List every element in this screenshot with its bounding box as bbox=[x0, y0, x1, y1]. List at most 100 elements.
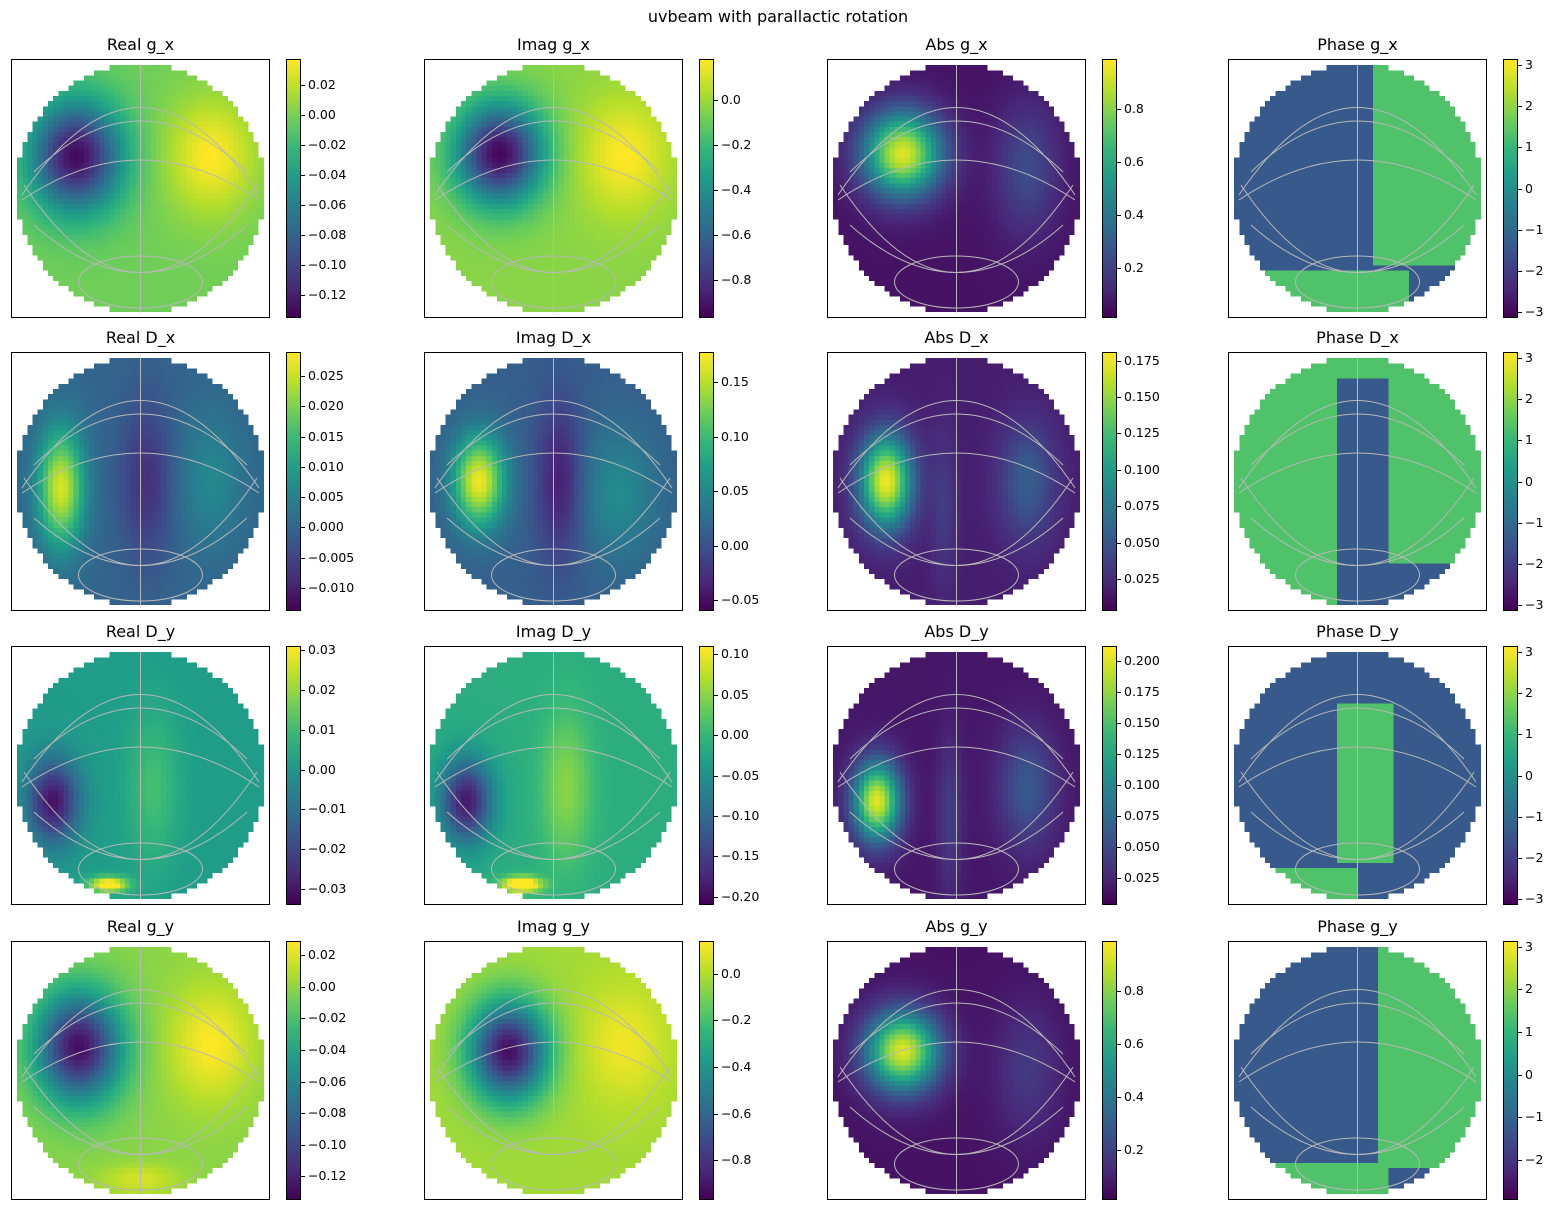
colorbar-tick-label: −2 bbox=[1525, 262, 1544, 278]
colorbar-tick-label: −0.05 bbox=[721, 767, 760, 783]
colorbar-phase-g-y bbox=[1503, 941, 1518, 1200]
panel-title-abs-g-x: Abs g_x bbox=[925, 35, 988, 54]
colorbar-tick-mark bbox=[714, 144, 718, 146]
panel-title-phase-g-y: Phase g_y bbox=[1317, 917, 1398, 936]
colorbar-tick-mark bbox=[1518, 481, 1522, 483]
colorbar-tick-mark bbox=[301, 889, 305, 891]
colorbar-tick-label: −0.03 bbox=[308, 881, 347, 897]
colorbar-tick-label: 0.010 bbox=[308, 458, 344, 474]
heatmap-abs-d-x bbox=[827, 352, 1086, 611]
colorbar-phase-g-x bbox=[1503, 59, 1518, 318]
colorbar-tick-label: 0.025 bbox=[1124, 869, 1160, 885]
colorbar-tick-mark bbox=[714, 896, 718, 898]
panel-title-imag-d-x: Imag D_x bbox=[515, 328, 592, 347]
colorbar-tick-mark bbox=[301, 497, 305, 499]
colorbar-tick-label: 0.025 bbox=[1124, 570, 1160, 586]
colorbar-tick-label: −0.02 bbox=[308, 136, 347, 152]
colorbar-tick-label: 0.100 bbox=[1124, 461, 1160, 477]
colorbar-tick-mark bbox=[714, 234, 718, 236]
panel-title-phase-g-x: Phase g_x bbox=[1317, 35, 1398, 54]
colorbar-tick-label: 0.05 bbox=[721, 686, 749, 702]
colorbar-real-d-y bbox=[286, 646, 301, 905]
heatmap-phase-g-x bbox=[1228, 59, 1487, 318]
panel-title-imag-g-y: Imag g_y bbox=[517, 917, 590, 936]
colorbar-tick-mark bbox=[301, 689, 305, 691]
colorbar-tick-mark bbox=[714, 1113, 718, 1115]
colorbar-tick-mark bbox=[714, 694, 718, 696]
heatmap-real-g-y bbox=[11, 941, 270, 1200]
colorbar-tick-mark bbox=[1518, 64, 1522, 66]
colorbar-tick-mark bbox=[1117, 162, 1121, 164]
heatmap-phase-g-y bbox=[1228, 941, 1487, 1200]
colorbar-tick-mark bbox=[1518, 147, 1522, 149]
colorbar-tick-mark bbox=[1117, 1149, 1121, 1151]
colorbar-abs-g-y bbox=[1102, 941, 1117, 1200]
colorbar-tick-mark bbox=[1117, 267, 1121, 269]
colorbar-tick-mark bbox=[1518, 1117, 1522, 1119]
colorbar-tick-label: 0.125 bbox=[1124, 425, 1160, 441]
colorbar-tick-label: 0.10 bbox=[721, 428, 749, 444]
panel-title-abs-d-y: Abs D_y bbox=[924, 622, 989, 641]
colorbar-tick-mark bbox=[301, 466, 305, 468]
colorbar-tick-label: −0.005 bbox=[308, 549, 355, 565]
colorbar-tick-label: 0.175 bbox=[1124, 352, 1160, 368]
colorbar-tick-mark bbox=[714, 600, 718, 602]
colorbar-tick-mark bbox=[301, 406, 305, 408]
colorbar-tick-mark bbox=[301, 205, 305, 207]
colorbar-tick-label: −0.10 bbox=[308, 1136, 347, 1152]
colorbar-tick-mark bbox=[301, 1176, 305, 1178]
colorbar-tick-mark bbox=[1518, 651, 1522, 653]
colorbar-tick-label: −0.02 bbox=[308, 1010, 347, 1026]
panel-title-real-g-x: Real g_x bbox=[106, 35, 175, 54]
colorbar-tick-label: 0.100 bbox=[1124, 776, 1160, 792]
colorbar-tick-mark bbox=[1518, 563, 1522, 565]
colorbar-tick-mark bbox=[1518, 357, 1522, 359]
colorbar-tick-label: 1 bbox=[1525, 139, 1533, 155]
colorbar-tick-mark bbox=[714, 654, 718, 656]
panel-title-phase-d-y: Phase D_y bbox=[1316, 622, 1399, 641]
panel-title-imag-g-x: Imag g_x bbox=[517, 35, 590, 54]
colorbar-tick-mark bbox=[301, 955, 305, 957]
colorbar-tick-label: 0.050 bbox=[1124, 534, 1160, 550]
colorbar-tick-mark bbox=[1518, 229, 1522, 231]
colorbar-tick-mark bbox=[714, 99, 718, 101]
colorbar-tick-label: 3 bbox=[1525, 56, 1533, 72]
colorbar-tick-mark bbox=[1518, 106, 1522, 108]
panel-title-real-d-y: Real D_y bbox=[105, 622, 176, 641]
colorbar-tick-mark bbox=[714, 856, 718, 858]
colorbar-tick-label: −0.02 bbox=[308, 841, 347, 857]
colorbar-real-d-x bbox=[286, 352, 301, 611]
colorbar-tick-label: −3 bbox=[1525, 891, 1544, 907]
colorbar-tick-label: 0.020 bbox=[308, 398, 344, 414]
colorbar-tick-mark bbox=[301, 649, 305, 651]
colorbar-imag-d-y bbox=[699, 646, 714, 905]
colorbar-tick-label: 0.000 bbox=[308, 519, 344, 535]
colorbar-tick-mark bbox=[1117, 1096, 1121, 1098]
colorbar-tick-label: 0.005 bbox=[308, 489, 344, 505]
colorbar-tick-mark bbox=[1518, 270, 1522, 272]
heatmap-imag-d-x bbox=[424, 352, 683, 611]
colorbar-tick-mark bbox=[1117, 109, 1121, 111]
colorbar-tick-mark bbox=[714, 491, 718, 493]
colorbar-tick-label: 0 bbox=[1525, 180, 1533, 196]
colorbar-tick-label: 0.075 bbox=[1124, 498, 1160, 514]
colorbar-tick-mark bbox=[1117, 753, 1121, 755]
colorbar-tick-mark bbox=[1518, 989, 1522, 991]
colorbar-tick-label: 0.4 bbox=[1124, 206, 1144, 222]
panel-title-abs-d-x: Abs D_x bbox=[924, 328, 989, 347]
colorbar-tick-mark bbox=[714, 545, 718, 547]
colorbar-tick-mark bbox=[1117, 877, 1121, 879]
colorbar-tick-mark bbox=[1518, 188, 1522, 190]
colorbar-tick-mark bbox=[301, 849, 305, 851]
heatmap-real-d-x bbox=[11, 352, 270, 611]
colorbar-tick-label: −2 bbox=[1525, 849, 1544, 865]
colorbar-tick-label: 0.025 bbox=[308, 368, 344, 384]
colorbar-tick-label: −3 bbox=[1525, 597, 1544, 613]
heatmap-imag-d-y bbox=[424, 646, 683, 905]
colorbar-tick-label: −0.08 bbox=[308, 1105, 347, 1121]
heatmap-imag-g-x bbox=[424, 59, 683, 318]
colorbar-tick-label: −0.10 bbox=[721, 807, 760, 823]
colorbar-tick-mark bbox=[301, 295, 305, 297]
colorbar-tick-label: 1 bbox=[1525, 432, 1533, 448]
colorbar-tick-mark bbox=[301, 769, 305, 771]
